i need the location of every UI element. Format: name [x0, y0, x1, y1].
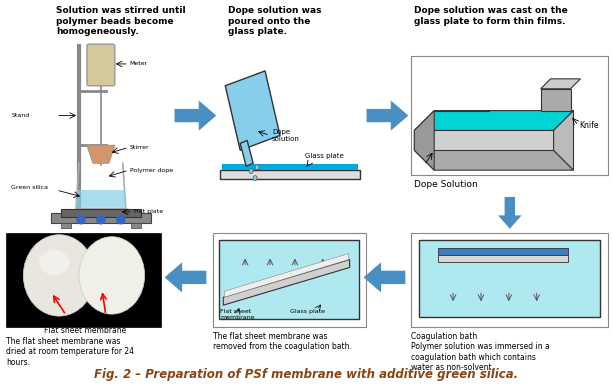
- Polygon shape: [76, 190, 126, 208]
- FancyBboxPatch shape: [213, 233, 365, 327]
- FancyBboxPatch shape: [411, 233, 608, 327]
- Circle shape: [97, 216, 105, 224]
- Polygon shape: [414, 111, 434, 170]
- Text: Fig. 2 – Preparation of PSf membrane with additive green silica.: Fig. 2 – Preparation of PSf membrane wit…: [94, 368, 518, 381]
- FancyBboxPatch shape: [51, 213, 151, 223]
- Ellipse shape: [253, 176, 257, 181]
- Text: Stand: Stand: [11, 113, 29, 118]
- Text: Green silica: Green silica: [11, 185, 48, 190]
- Ellipse shape: [39, 250, 69, 275]
- Circle shape: [117, 216, 125, 224]
- FancyBboxPatch shape: [131, 223, 141, 228]
- Polygon shape: [414, 130, 554, 150]
- FancyBboxPatch shape: [220, 170, 360, 179]
- Text: Glass plate: Glass plate: [290, 309, 325, 314]
- Polygon shape: [87, 146, 115, 163]
- Polygon shape: [541, 79, 581, 89]
- Polygon shape: [498, 197, 522, 229]
- Polygon shape: [541, 89, 571, 111]
- Circle shape: [77, 216, 85, 224]
- Text: Knife: Knife: [579, 121, 599, 130]
- Polygon shape: [175, 101, 216, 131]
- Polygon shape: [367, 101, 408, 131]
- FancyBboxPatch shape: [87, 44, 115, 86]
- Text: Hot plate: Hot plate: [134, 209, 163, 214]
- FancyBboxPatch shape: [219, 240, 359, 319]
- Text: Coagulation bath
Polymer solution was immersed in a
coagulation bath which conta: Coagulation bath Polymer solution was im…: [411, 332, 550, 372]
- FancyBboxPatch shape: [61, 209, 141, 217]
- Ellipse shape: [249, 169, 253, 174]
- Polygon shape: [164, 262, 207, 293]
- Text: Solution was stirred until
polymer beads become
homogeneously.: Solution was stirred until polymer beads…: [56, 6, 186, 36]
- Polygon shape: [364, 262, 405, 293]
- Text: Dope solution was cast on the
glass plate to form thin films.: Dope solution was cast on the glass plat…: [414, 6, 568, 26]
- Text: Meter: Meter: [130, 62, 148, 67]
- Polygon shape: [240, 140, 253, 166]
- Ellipse shape: [255, 165, 259, 170]
- FancyBboxPatch shape: [6, 233, 161, 327]
- Ellipse shape: [79, 237, 145, 314]
- FancyBboxPatch shape: [61, 223, 71, 228]
- FancyBboxPatch shape: [438, 255, 568, 262]
- FancyBboxPatch shape: [411, 56, 608, 175]
- Text: Flat sheet membrane: Flat sheet membrane: [44, 326, 126, 335]
- Ellipse shape: [23, 235, 95, 316]
- Text: The flat sheet membrane was
dried at room temperature for 24
hours.: The flat sheet membrane was dried at roo…: [6, 337, 134, 367]
- Polygon shape: [414, 150, 574, 170]
- Polygon shape: [223, 260, 349, 305]
- Text: Dope solution was
poured onto the
glass plate.: Dope solution was poured onto the glass …: [228, 6, 322, 36]
- Text: The flat sheet membrane was
removed from the coagulation bath.: The flat sheet membrane was removed from…: [213, 332, 352, 351]
- Text: Dope Solution: Dope Solution: [414, 180, 478, 189]
- Text: Flat sheet
membrane: Flat sheet membrane: [220, 309, 255, 320]
- Polygon shape: [414, 111, 574, 130]
- Text: Stirrer: Stirrer: [130, 145, 150, 150]
- Polygon shape: [225, 71, 280, 150]
- Polygon shape: [224, 253, 349, 297]
- FancyBboxPatch shape: [223, 164, 357, 170]
- Text: Dope
solution: Dope solution: [272, 129, 300, 142]
- Text: Glass plate: Glass plate: [305, 153, 344, 159]
- FancyBboxPatch shape: [419, 240, 600, 317]
- Text: Polymer dope: Polymer dope: [130, 168, 173, 173]
- FancyBboxPatch shape: [438, 248, 568, 255]
- Polygon shape: [554, 111, 574, 170]
